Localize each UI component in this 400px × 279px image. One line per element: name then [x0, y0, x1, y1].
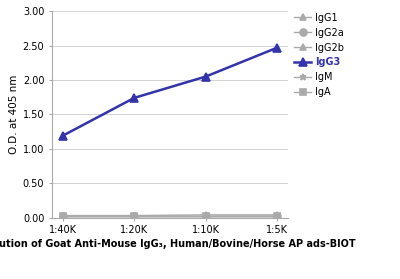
IgM	[275, 214, 280, 217]
IgG2b	[60, 214, 65, 217]
IgA	[60, 214, 65, 217]
Line: IgM: IgM	[59, 212, 281, 219]
IgA	[132, 214, 137, 217]
IgM	[132, 214, 137, 217]
IgG1	[275, 214, 280, 217]
Y-axis label: O.D. at 405 nm: O.D. at 405 nm	[8, 75, 18, 154]
IgA	[203, 214, 208, 217]
IgM	[60, 214, 65, 217]
Line: IgG2b: IgG2b	[59, 211, 281, 219]
IgG1	[203, 214, 208, 217]
IgG3	[60, 134, 65, 137]
Legend: IgG1, IgG2a, IgG2b, IgG3, IgM, IgA: IgG1, IgG2a, IgG2b, IgG3, IgM, IgA	[293, 12, 345, 98]
IgG2a	[203, 214, 208, 217]
Line: IgG3: IgG3	[58, 44, 282, 140]
IgG3	[132, 96, 137, 100]
IgG2b	[203, 213, 208, 217]
IgG1	[132, 214, 137, 217]
Line: IgA: IgA	[59, 212, 281, 219]
IgG2b	[275, 213, 280, 217]
IgM	[203, 214, 208, 217]
IgA	[275, 214, 280, 217]
IgG1	[60, 214, 65, 217]
IgG3	[275, 46, 280, 49]
IgG2b	[132, 214, 137, 217]
Line: IgG1: IgG1	[59, 212, 281, 219]
X-axis label: Dilution of Goat Anti-Mouse IgG₃, Human/Bovine/Horse AP ads-BIOT: Dilution of Goat Anti-Mouse IgG₃, Human/…	[0, 239, 356, 249]
Line: IgG2a: IgG2a	[59, 212, 281, 219]
IgG2a	[275, 214, 280, 217]
IgG2a	[132, 214, 137, 217]
IgG3	[203, 75, 208, 78]
IgG2a	[60, 214, 65, 217]
